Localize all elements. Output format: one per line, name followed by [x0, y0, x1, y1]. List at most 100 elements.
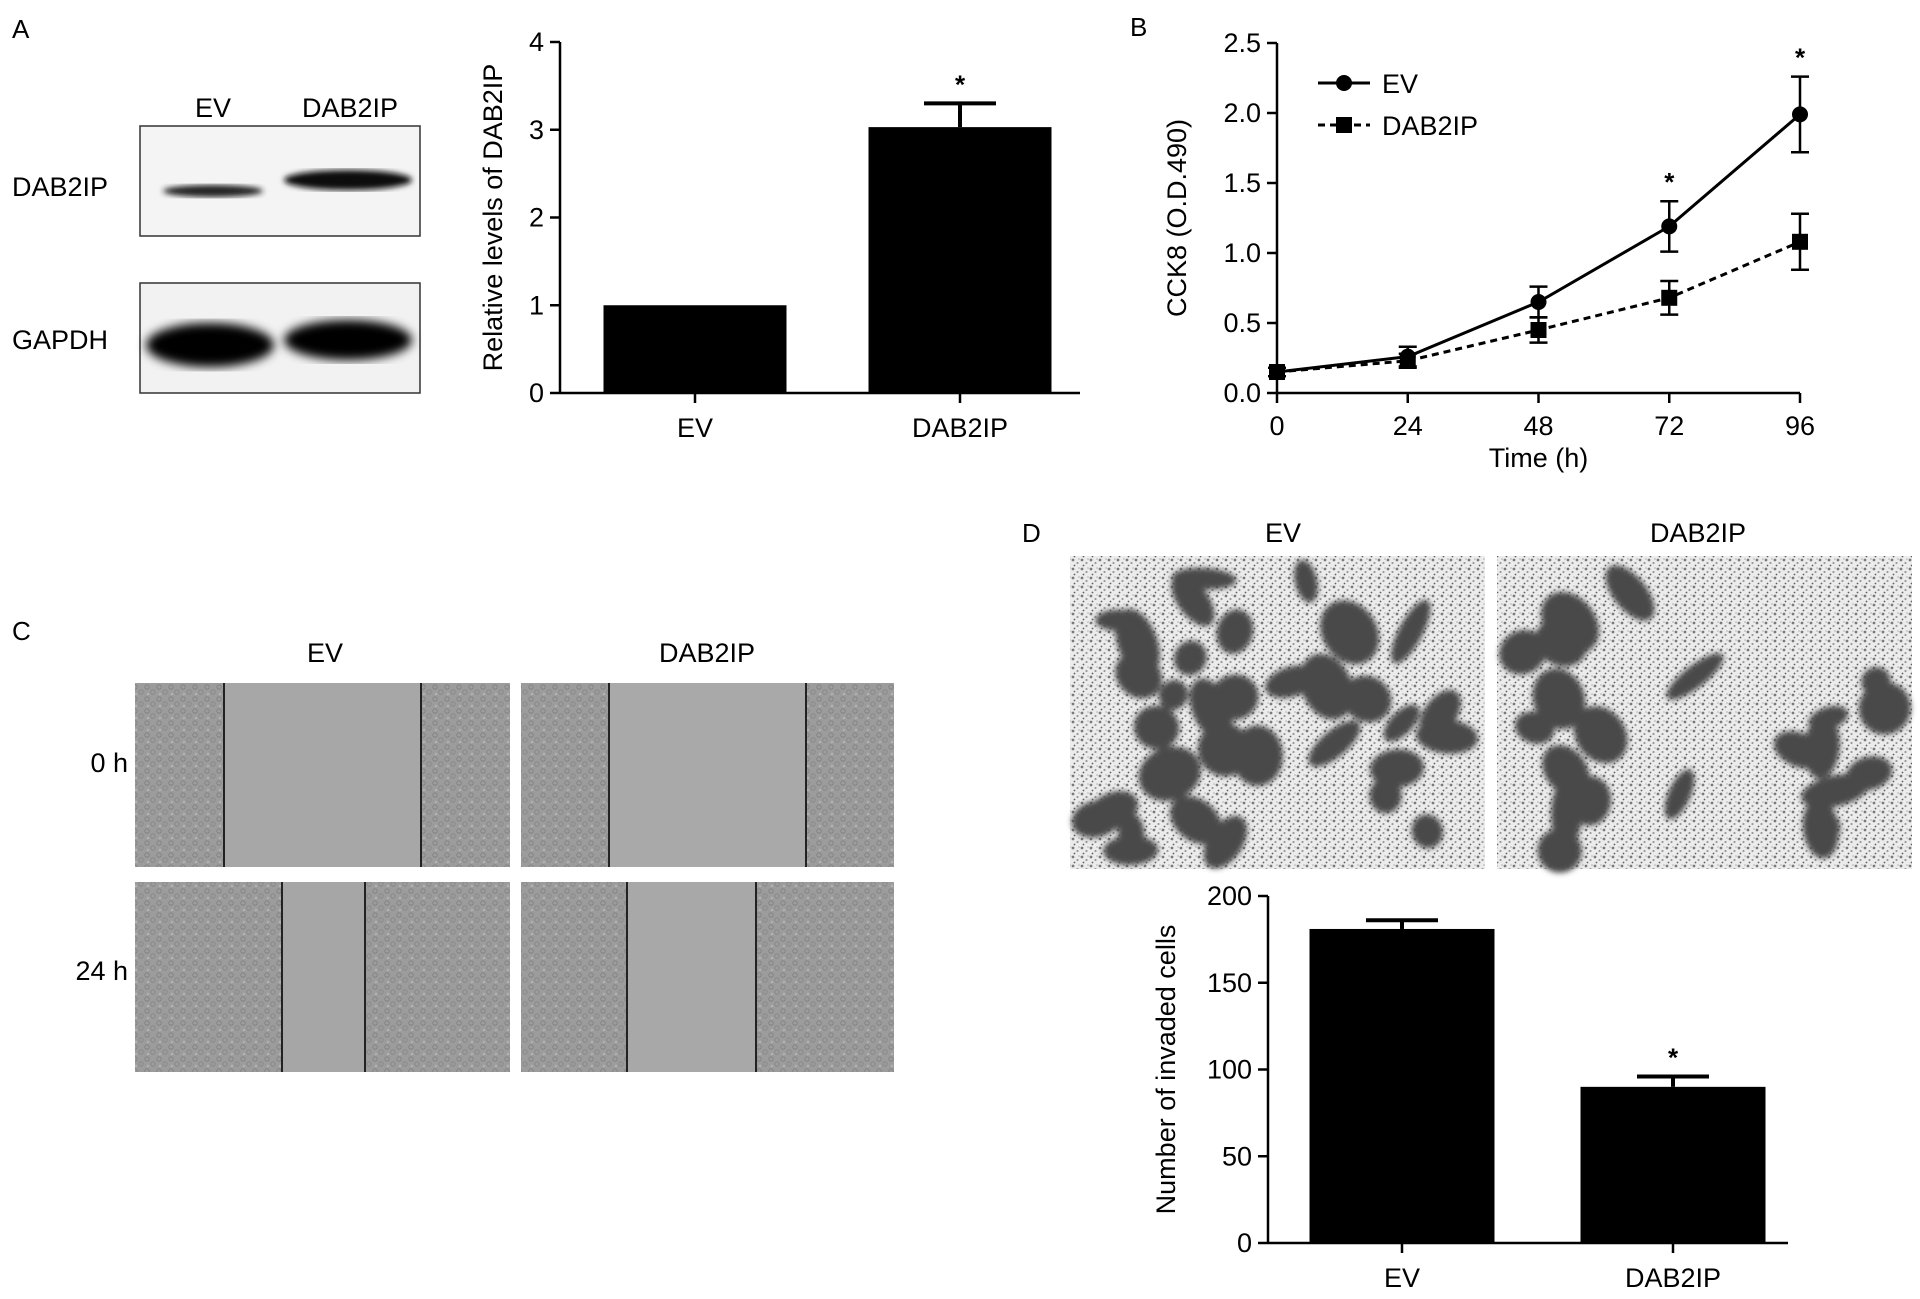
- blot-row-dab2ip: DAB2IP: [12, 172, 108, 202]
- data-point: [1792, 233, 1808, 250]
- y-tick-label: 200: [1207, 881, 1252, 911]
- invaded-cell-cluster: [1342, 675, 1392, 723]
- scratch-row-0h: 0 h: [90, 748, 128, 778]
- invaded-cell-cluster: [1216, 609, 1254, 654]
- invaded-cell-cluster: [1858, 682, 1911, 735]
- invaded-cell-cluster: [1666, 653, 1724, 700]
- chart-d-invaded-cells: 0 50 100 150 200 Number of invaded cells EV * DA…: [1151, 881, 1788, 1293]
- invaded-cell-cluster: [1411, 814, 1444, 849]
- legend-label: EV: [1382, 69, 1418, 99]
- y-tick-label: 0: [529, 378, 544, 408]
- invaded-cell-cluster: [1499, 629, 1547, 675]
- invaded-cell-cluster: [1103, 835, 1159, 866]
- significance-star: *: [1795, 43, 1806, 73]
- scratch-image-ev-24h: [135, 882, 510, 1072]
- invaded-cell-cluster: [1664, 769, 1695, 820]
- invaded-cell-cluster: [1320, 600, 1380, 665]
- x-axis-title: Time (h): [1489, 443, 1589, 473]
- legend-marker: [1336, 117, 1352, 133]
- invaded-cell-cluster: [1308, 720, 1361, 767]
- bar: [1309, 928, 1495, 1243]
- y-tick-label: 0.0: [1223, 378, 1261, 408]
- legend-label: DAB2IP: [1382, 111, 1478, 141]
- invaded-cell-cluster: [1158, 679, 1189, 711]
- invaded-cell-cluster: [1535, 617, 1588, 667]
- invaded-cell-cluster: [1163, 768, 1196, 793]
- x-tick-label: 48: [1523, 411, 1553, 441]
- invaded-cell-cluster: [1846, 756, 1893, 791]
- scratch-image-dab2ip-24h: [521, 882, 894, 1072]
- invaded-cell-cluster: [1086, 791, 1139, 832]
- y-tick-label: 3: [529, 115, 544, 145]
- y-axis-title: Relative levels of DAB2IP: [478, 64, 508, 372]
- panel-c-letter: C: [12, 616, 31, 646]
- invaded-cell-cluster: [1133, 705, 1180, 750]
- bar: [1580, 1086, 1766, 1243]
- panel-a-letter: A: [12, 14, 30, 44]
- scratch-col-dab2ip: DAB2IP: [659, 638, 755, 668]
- invaded-cell-cluster: [1299, 653, 1354, 720]
- y-tick-label: 150: [1207, 968, 1252, 998]
- y-tick-label: 50: [1222, 1141, 1252, 1171]
- invaded-cell-cluster: [1773, 731, 1824, 769]
- invaded-cell-cluster: [1605, 565, 1655, 621]
- invaded-cell-cluster: [1170, 795, 1222, 845]
- invaded-cell-cluster: [1171, 574, 1215, 627]
- y-tick-label: 100: [1207, 1055, 1252, 1085]
- x-tick-label: 24: [1393, 411, 1423, 441]
- data-point: [1269, 364, 1285, 380]
- y-axis-title: Number of invaded cells: [1151, 925, 1181, 1215]
- data-point: [1792, 106, 1808, 123]
- invasion-col-dab2ip: DAB2IP: [1650, 518, 1746, 548]
- invaded-cell-cluster: [1369, 777, 1402, 814]
- invaded-cell-cluster: [1514, 711, 1555, 744]
- scratch-row-24h: 24 h: [75, 956, 128, 986]
- invaded-cell-cluster: [1115, 608, 1160, 677]
- x-tick-label: 72: [1654, 411, 1684, 441]
- x-tick-label: 96: [1785, 411, 1815, 441]
- invaded-cell-cluster: [1189, 678, 1233, 741]
- significance-star: *: [955, 69, 966, 99]
- scratch-image-dab2ip-0h: [521, 683, 894, 867]
- x-tick-label: 0: [1269, 411, 1284, 441]
- invaded-cell-cluster: [1383, 704, 1420, 742]
- blot-lane-dab2ip: DAB2IP: [302, 93, 398, 123]
- invaded-cell-cluster: [1391, 599, 1431, 664]
- y-tick-label: 0: [1237, 1228, 1252, 1258]
- invasion-image-ev: [1070, 556, 1485, 869]
- y-tick-label: 2.5: [1223, 28, 1261, 58]
- data-point: [1661, 289, 1678, 306]
- western-blot-gapdh-strip: [139, 282, 421, 394]
- invaded-cell-cluster: [1173, 640, 1207, 676]
- significance-star: *: [1664, 167, 1675, 197]
- significance-star: *: [1668, 1042, 1679, 1072]
- invaded-cell-cluster: [1568, 776, 1612, 826]
- data-point: [1661, 218, 1678, 235]
- chart-a-relative-levels: 0 1 2 3 4 Relative levels of DAB2IP EV * DAB2IP: [478, 27, 1080, 443]
- y-tick-label: 1.5: [1223, 168, 1261, 198]
- y-tick-label: 4: [529, 27, 544, 57]
- data-point: [1530, 322, 1547, 338]
- invaded-cell-cluster: [1419, 689, 1461, 738]
- invaded-cell-cluster: [1532, 668, 1586, 730]
- blot-lane-ev: EV: [195, 93, 231, 123]
- y-tick-label: 2: [529, 203, 544, 233]
- invaded-cell-cluster: [1171, 567, 1237, 590]
- invaded-cell-cluster: [1573, 706, 1628, 764]
- invasion-image-dab2ip: [1497, 556, 1912, 873]
- panel-d-letter: D: [1022, 518, 1041, 548]
- legend-marker: [1336, 75, 1352, 91]
- y-tick-label: 0.5: [1223, 308, 1261, 338]
- panel-b-letter: B: [1130, 12, 1147, 42]
- scratch-col-ev: EV: [307, 638, 343, 668]
- x-tick-label: DAB2IP: [912, 413, 1008, 443]
- data-point: [1530, 294, 1547, 310]
- western-blot-dab2ip-strip: [139, 125, 421, 237]
- invaded-cell-cluster: [1294, 559, 1318, 603]
- invaded-cell-cluster: [1802, 798, 1839, 859]
- scratch-image-ev-0h: [135, 683, 510, 867]
- bar: [603, 305, 787, 393]
- blot-row-gapdh: GAPDH: [12, 325, 108, 355]
- x-tick-label: DAB2IP: [1625, 1263, 1721, 1293]
